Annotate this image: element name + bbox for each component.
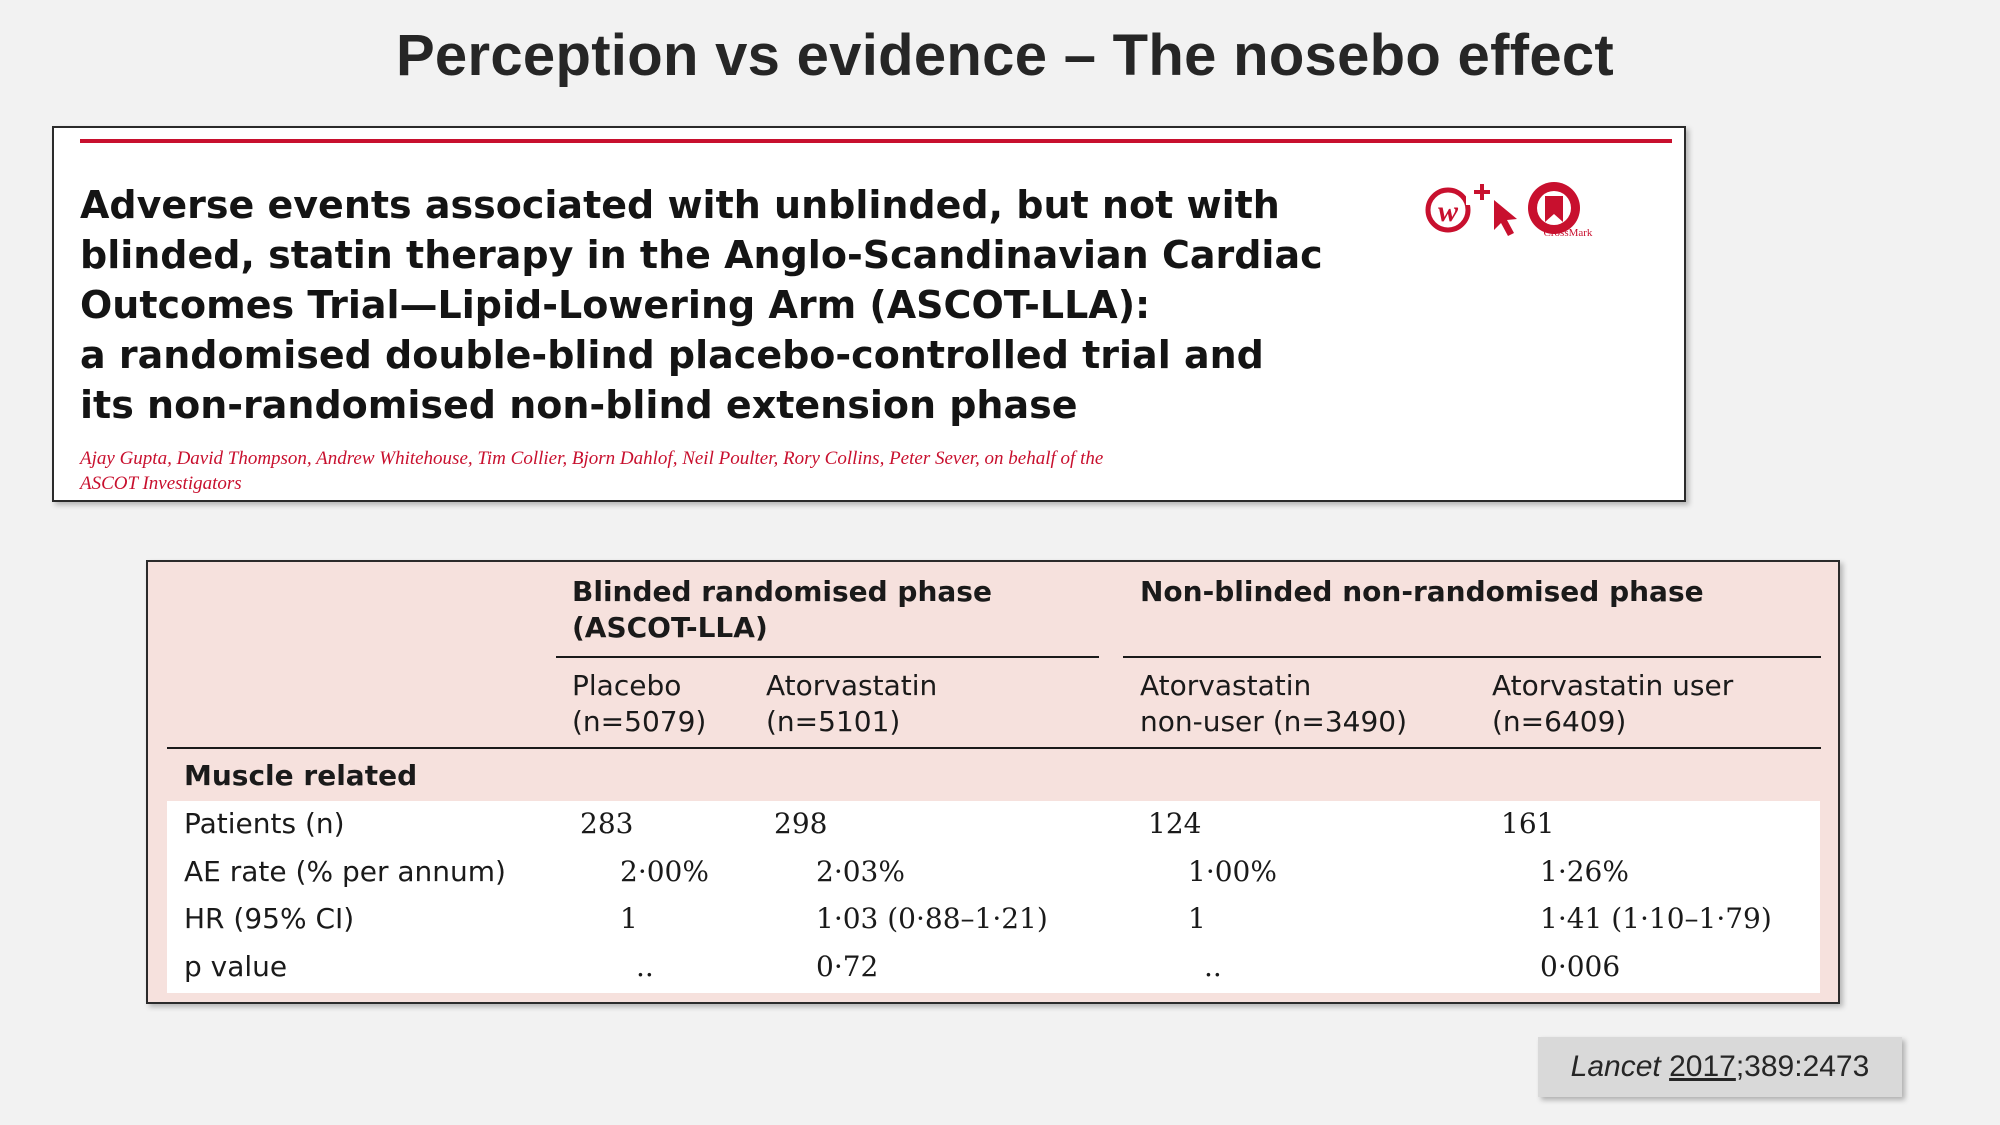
paper-title-line: a randomised double-blind placebo-contro…: [80, 333, 1264, 377]
results-table: Blinded randomised phase (ASCOT-LLA) Non…: [146, 560, 1840, 1004]
paper-header-card: Adverse events associated with unblinded…: [52, 126, 1686, 502]
group-header-blinded: Blinded randomised phase (ASCOT-LLA): [572, 574, 992, 646]
column-header-user: Atorvastatin user (n=6409): [1492, 668, 1733, 740]
paper-title-line: its non-randomised non-blind extension p…: [80, 383, 1078, 427]
paper-title: Adverse events associated with unblinded…: [80, 180, 1460, 430]
citation-year-link[interactable]: 2017: [1669, 1050, 1736, 1083]
table-cell: 1·26%: [1540, 855, 1629, 888]
header-bottom-rule: [167, 747, 1821, 749]
table-cell: ..: [636, 950, 654, 983]
cursor-icon: [1494, 200, 1517, 236]
row-label: Patients (n): [184, 807, 345, 840]
column-header-nonuser: Atorvastatin non-user (n=3490): [1140, 668, 1407, 740]
crossmark-icon[interactable]: [1528, 182, 1580, 234]
paper-icons: w: [1425, 182, 1580, 236]
group-header-line: Blinded randomised phase: [572, 575, 992, 608]
svg-text:w: w: [1438, 195, 1459, 228]
crossmark-label: CrossMark: [1543, 227, 1593, 239]
table-cell: 1: [620, 902, 638, 935]
table-cell: 1: [1188, 902, 1206, 935]
paper-top-rule: [80, 139, 1672, 143]
group-header-line: Non-blinded non-randomised phase: [1140, 575, 1704, 608]
column-header-atorvastatin: Atorvastatin (n=5101): [766, 668, 937, 740]
paper-authors: Ajay Gupta, David Thompson, Andrew White…: [80, 446, 1400, 496]
column-header-line: (n=5079): [572, 705, 707, 738]
row-label: HR (95% CI): [184, 902, 355, 935]
slide-title: Perception vs evidence – The nosebo effe…: [395, 23, 1615, 88]
column-header-line: Atorvastatin: [766, 669, 938, 702]
table-cell: 1·41 (1·10–1·79): [1540, 902, 1772, 935]
column-header-line: (n=6409): [1492, 705, 1627, 738]
column-header-line: Atorvastatin: [1140, 669, 1312, 702]
row-label: p value: [184, 950, 288, 983]
table-cell: 124: [1148, 807, 1202, 840]
table-cell: 0·72: [816, 950, 879, 983]
table-cell: 161: [1501, 807, 1555, 840]
column-header-line: non-user (n=3490): [1140, 705, 1408, 738]
group-rule-blinded: [556, 656, 1099, 658]
paper-title-line: Outcomes Trial—Lipid-Lowering Arm (ASCOT…: [80, 283, 1151, 327]
citation-rest: ;389:2473: [1735, 1050, 1870, 1083]
group-header-line: (ASCOT-LLA): [572, 611, 768, 644]
paper-authors-line: ASCOT Investigators: [80, 473, 242, 494]
group-rule-nonblinded: [1123, 656, 1821, 658]
data-rows-band: [167, 801, 1820, 993]
paper-title-line: blinded, statin therapy in the Anglo-Sca…: [80, 233, 1323, 277]
table-cell: 1·03 (0·88–1·21): [816, 902, 1048, 935]
column-header-placebo: Placebo (n=5079): [572, 668, 706, 740]
group-header-nonblinded: Non-blinded non-randomised phase: [1140, 574, 1704, 610]
citation-journal: Lancet: [1570, 1050, 1661, 1083]
citation-box: Lancet 2017;389:2473: [1538, 1037, 1902, 1097]
w-plus-icon[interactable]: w: [1425, 184, 1490, 233]
table-cell: 2·00%: [620, 855, 709, 888]
table-cell: 2·03%: [816, 855, 905, 888]
paper-title-line: Adverse events associated with unblinded…: [80, 183, 1280, 227]
table-cell: 1·00%: [1188, 855, 1277, 888]
table-cell: ..: [1204, 950, 1222, 983]
row-label: AE rate (% per annum): [184, 855, 506, 888]
column-header-line: Placebo: [572, 669, 682, 702]
column-header-line: (n=5101): [766, 705, 901, 738]
table-cell: 0·006: [1540, 950, 1621, 983]
table-cell: 298: [774, 807, 828, 840]
section-label: Muscle related: [184, 759, 418, 792]
table-cell: 283: [580, 807, 634, 840]
column-header-line: Atorvastatin user: [1492, 669, 1734, 702]
paper-authors-line: Ajay Gupta, David Thompson, Andrew White…: [80, 448, 1104, 469]
